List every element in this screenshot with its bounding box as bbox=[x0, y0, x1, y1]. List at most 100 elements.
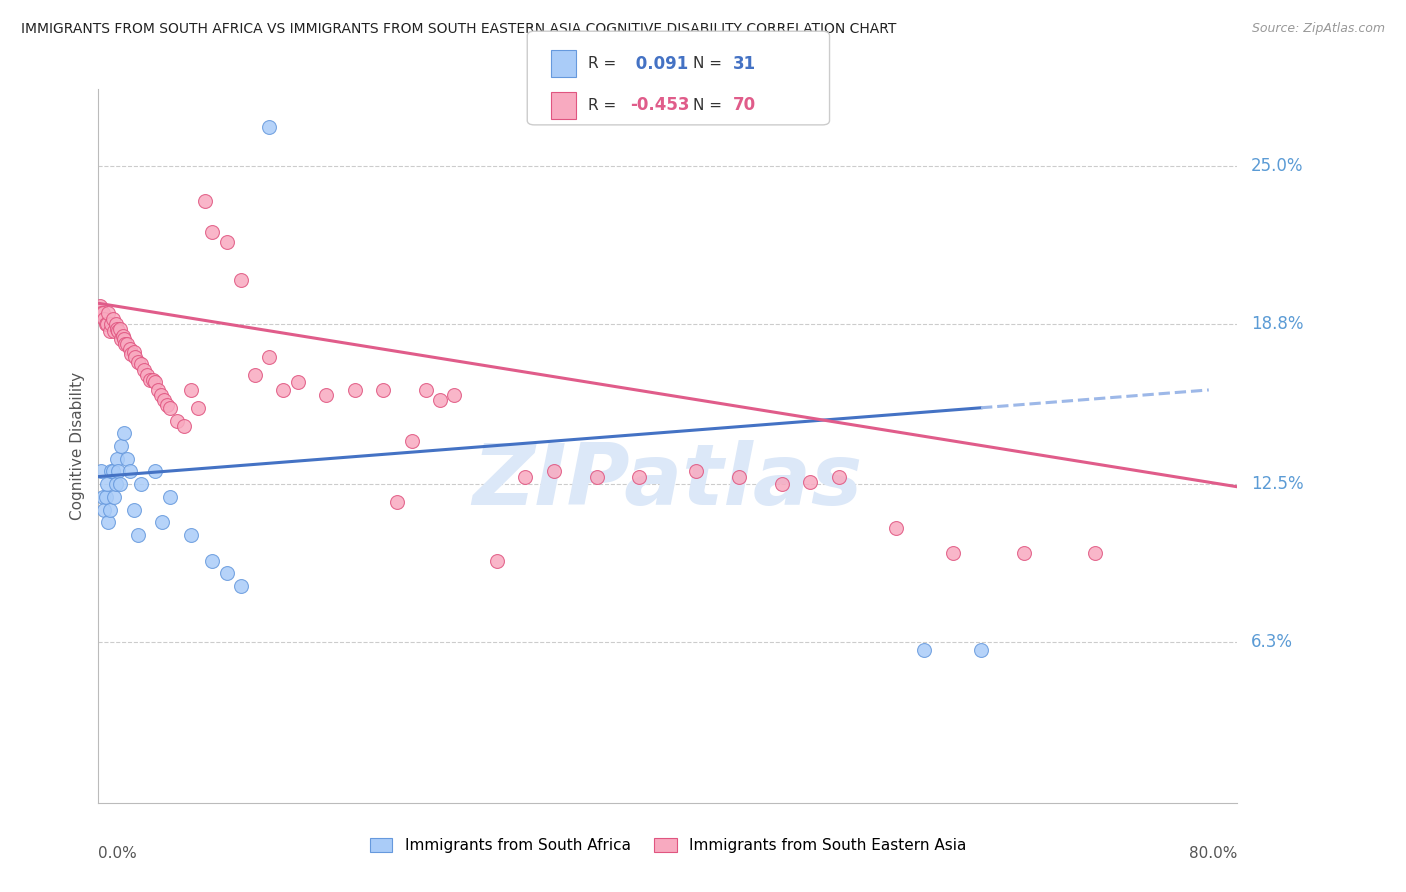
Point bbox=[194, 194, 217, 209]
Point bbox=[93, 502, 115, 516]
Point bbox=[180, 528, 202, 542]
Text: 25.0%: 25.0% bbox=[1251, 157, 1303, 175]
Point bbox=[124, 350, 146, 364]
Point bbox=[132, 362, 155, 376]
Point bbox=[159, 401, 181, 415]
Point bbox=[166, 413, 188, 427]
Point bbox=[129, 358, 152, 372]
Point bbox=[104, 317, 127, 331]
Point bbox=[122, 502, 145, 516]
Point bbox=[100, 465, 122, 479]
Point bbox=[173, 418, 195, 433]
Point bbox=[110, 332, 132, 346]
Point bbox=[942, 546, 965, 560]
Point bbox=[215, 235, 238, 249]
Point bbox=[93, 311, 115, 326]
Point bbox=[105, 322, 128, 336]
Point bbox=[104, 477, 127, 491]
Point bbox=[94, 490, 117, 504]
Text: 0.0%: 0.0% bbox=[98, 846, 138, 861]
Point bbox=[112, 332, 135, 346]
Point bbox=[156, 398, 179, 412]
Point bbox=[98, 502, 121, 516]
Point bbox=[148, 383, 170, 397]
Text: N =: N = bbox=[693, 97, 727, 112]
Point bbox=[150, 388, 173, 402]
Point bbox=[201, 225, 224, 239]
Point bbox=[215, 566, 238, 581]
Point bbox=[799, 475, 821, 489]
Point bbox=[110, 439, 132, 453]
Point bbox=[429, 393, 451, 408]
Point bbox=[884, 520, 907, 534]
Point bbox=[127, 355, 149, 369]
Point bbox=[96, 317, 118, 331]
Point bbox=[585, 469, 607, 483]
Point bbox=[273, 383, 295, 397]
Text: R =: R = bbox=[588, 97, 621, 112]
Text: 18.8%: 18.8% bbox=[1251, 315, 1303, 333]
Point bbox=[543, 465, 565, 479]
Point bbox=[101, 311, 124, 326]
Point bbox=[828, 469, 851, 483]
Point bbox=[728, 469, 751, 483]
Point bbox=[373, 383, 395, 397]
Point bbox=[685, 465, 707, 479]
Point bbox=[90, 306, 112, 320]
Point bbox=[343, 383, 366, 397]
Point bbox=[259, 120, 281, 135]
Text: R =: R = bbox=[588, 56, 621, 71]
Point bbox=[486, 554, 509, 568]
Point bbox=[628, 469, 651, 483]
Point bbox=[259, 350, 281, 364]
Point bbox=[912, 643, 935, 657]
Point bbox=[145, 376, 167, 390]
Point bbox=[90, 465, 112, 479]
Point bbox=[135, 368, 157, 382]
Point bbox=[243, 368, 266, 382]
Y-axis label: Cognitive Disability: Cognitive Disability bbox=[69, 372, 84, 520]
Point bbox=[401, 434, 423, 448]
Point bbox=[141, 373, 163, 387]
Text: 70: 70 bbox=[733, 96, 755, 114]
Text: 0.091: 0.091 bbox=[630, 54, 688, 72]
Point bbox=[138, 373, 160, 387]
Point bbox=[129, 477, 152, 491]
Point bbox=[96, 477, 118, 491]
Text: IMMIGRANTS FROM SOUTH AFRICA VS IMMIGRANTS FROM SOUTH EASTERN ASIA COGNITIVE DIS: IMMIGRANTS FROM SOUTH AFRICA VS IMMIGRAN… bbox=[21, 22, 897, 37]
Text: ZIPatlas: ZIPatlas bbox=[472, 440, 863, 524]
Point bbox=[159, 490, 181, 504]
Point bbox=[387, 495, 409, 509]
Text: 12.5%: 12.5% bbox=[1251, 475, 1303, 493]
Point bbox=[103, 490, 125, 504]
Point bbox=[229, 579, 252, 593]
Point bbox=[145, 465, 167, 479]
Point bbox=[153, 393, 176, 408]
Point bbox=[103, 324, 125, 338]
Text: 31: 31 bbox=[733, 54, 755, 72]
Point bbox=[287, 376, 309, 390]
Point bbox=[101, 465, 124, 479]
Point bbox=[97, 306, 120, 320]
Point bbox=[970, 643, 993, 657]
Text: 80.0%: 80.0% bbox=[1189, 846, 1237, 861]
Point bbox=[515, 469, 537, 483]
Point bbox=[152, 516, 174, 530]
Point bbox=[315, 388, 337, 402]
Point bbox=[89, 299, 111, 313]
Point bbox=[98, 324, 121, 338]
Point bbox=[97, 516, 120, 530]
Point bbox=[122, 344, 145, 359]
Point bbox=[415, 383, 437, 397]
Point bbox=[180, 383, 202, 397]
Point bbox=[187, 401, 209, 415]
Point bbox=[443, 388, 465, 402]
Point bbox=[120, 347, 142, 361]
Point bbox=[105, 451, 128, 466]
Point bbox=[100, 317, 122, 331]
Point bbox=[107, 324, 129, 338]
Point bbox=[114, 337, 136, 351]
Point bbox=[112, 426, 135, 441]
Point bbox=[108, 322, 131, 336]
Point bbox=[1084, 546, 1107, 560]
